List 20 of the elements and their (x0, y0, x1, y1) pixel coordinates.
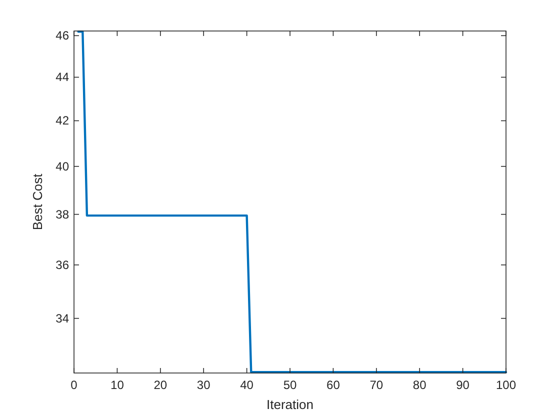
y-tick-label: 34 (56, 311, 70, 326)
y-tick-label: 40 (56, 159, 70, 174)
x-tick-label: 20 (154, 378, 168, 392)
y-axis-title: Best Cost (30, 173, 45, 230)
x-tick-label: 80 (412, 378, 427, 392)
x-tick-label: 30 (196, 378, 211, 392)
x-tick-label: 70 (370, 378, 384, 392)
y-tick-label: 44 (56, 70, 70, 84)
x-tick-label: 60 (326, 378, 340, 392)
x-tick-label: 40 (240, 378, 254, 392)
x-tick-label: 90 (456, 378, 470, 392)
x-axis-title: Iteration (266, 397, 314, 412)
x-tick-label: 10 (110, 378, 124, 392)
y-tick-label: 42 (56, 114, 70, 128)
x-tick-label: 0 (70, 378, 78, 392)
y-tick-label: 38 (56, 207, 70, 222)
y-tick-label: 36 (56, 258, 70, 272)
x-tick-label: 100 (496, 378, 516, 392)
x-tick-label: 50 (283, 378, 297, 392)
y-tick-label: 46 (56, 28, 70, 43)
